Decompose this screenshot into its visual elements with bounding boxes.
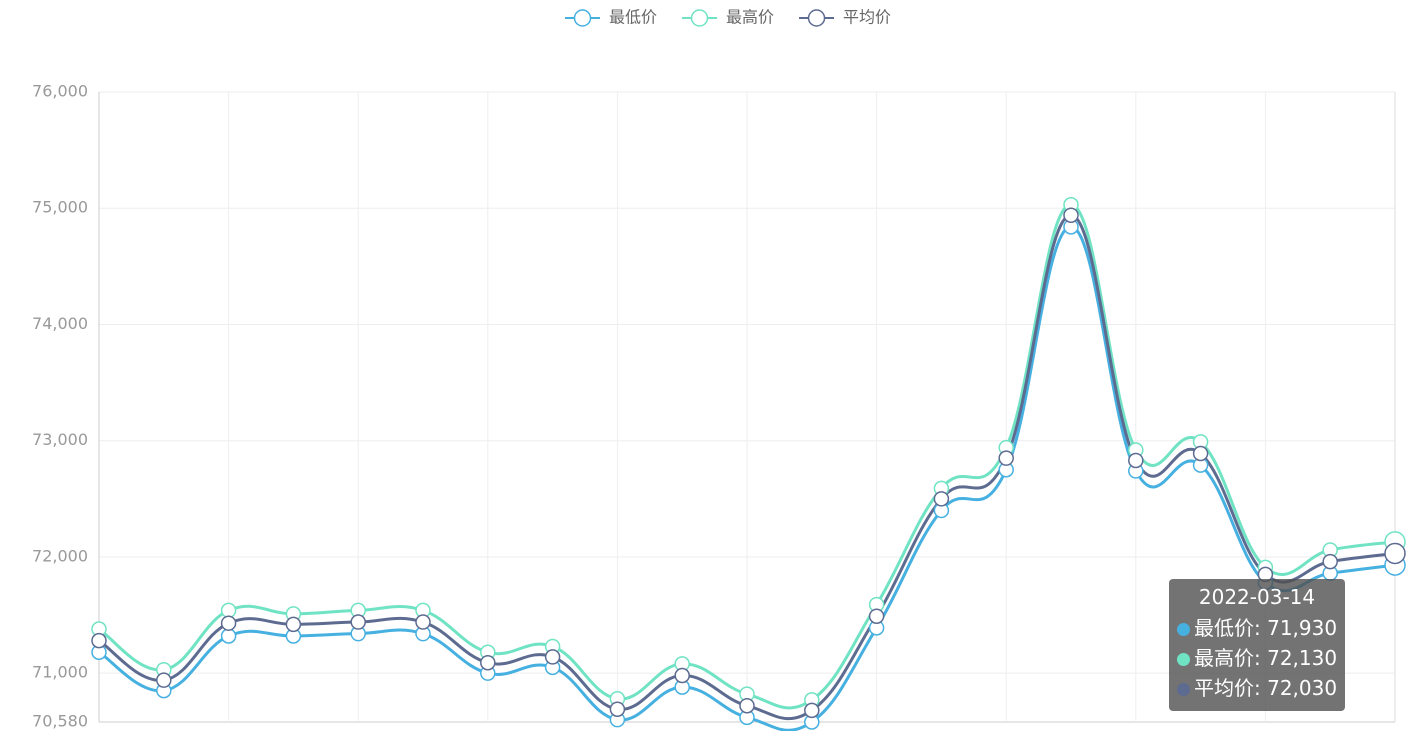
y-tick-label: 74,000 [32,314,88,333]
y-tick-label: 73,000 [32,430,88,449]
data-point [91,632,107,649]
series-line [98,203,1396,710]
data-point [544,649,561,665]
legend-text: 最低价 [609,8,657,27]
legend-item: 最高价 [682,8,774,27]
tooltip-row: 最高价72,130 [1169,643,1345,673]
data-point [868,608,885,624]
tooltip-value: 72,130 [1267,646,1338,670]
data-point [1063,207,1079,223]
tooltip-value: 72,030 [1267,676,1338,700]
series-line [98,213,1396,721]
tooltip-value: 71,930 [1267,616,1338,640]
data-point [933,491,950,507]
legend-item: 平均价 [799,8,891,27]
y-tick-label: 70,580 [32,712,88,731]
tooltip-name: 最高价 [1194,646,1267,670]
legend-item: 最低价 [565,8,657,27]
tooltip-name: 最低价 [1194,616,1267,640]
y-tick-label: 71,000 [32,663,88,682]
y-tick-label: 75,000 [32,198,88,217]
data-point [804,702,820,719]
legend-marker [573,9,592,27]
data-point [156,672,172,688]
data-point [609,701,626,717]
data-point [1322,553,1338,570]
data-point [998,450,1014,466]
tooltip-title: 2022-03-14 [1198,585,1316,609]
data-point [1128,452,1144,469]
data-point [285,616,302,633]
tooltip-dot [1177,623,1190,636]
data-point [1384,542,1406,565]
data-point [674,667,690,684]
tooltip-dot [1177,683,1190,696]
data-point [480,654,496,671]
data-point [220,602,237,619]
data-point [220,615,237,631]
series-line [98,225,1396,731]
data-point [739,697,755,714]
data-point [350,614,366,630]
y-tick-label: 76,000 [32,82,88,101]
tooltip: 2022-03-14最低价71,930最高价72,130平均价72,030 [1169,579,1345,711]
legend-marker [807,9,826,27]
legend-text: 平均价 [843,8,891,27]
data-point [1192,445,1209,462]
tooltip-name: 平均价 [1194,676,1267,700]
legend-text: 最高价 [726,8,774,27]
tooltip-row: 平均价72,030 [1169,673,1345,703]
legend-marker [690,9,709,27]
data-point [415,614,431,630]
tooltip-row: 最低价71,930 [1169,613,1345,643]
y-tick-label: 72,000 [32,546,88,565]
data-point [220,628,237,644]
tooltip-dot [1177,653,1190,666]
